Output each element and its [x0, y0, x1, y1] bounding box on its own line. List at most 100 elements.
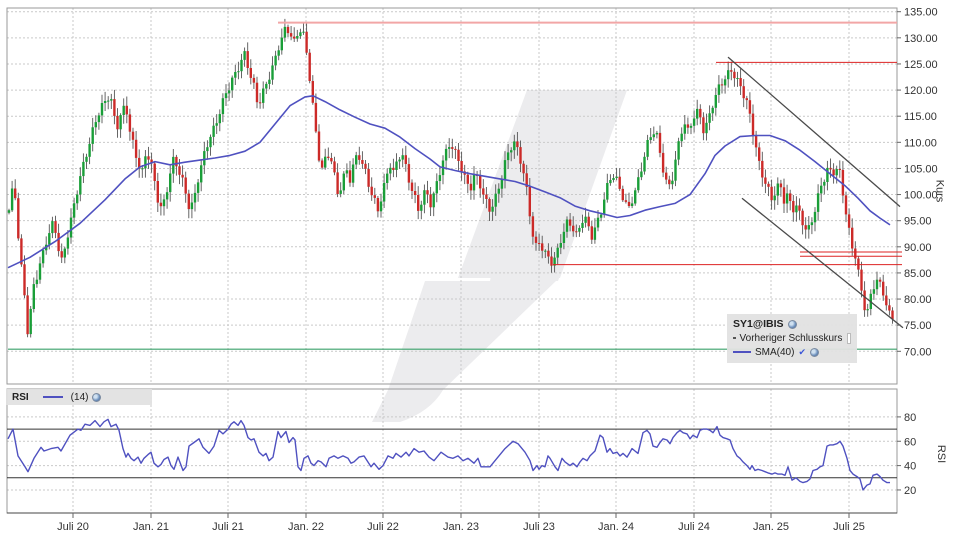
candlestick — [872, 289, 876, 294]
candlestick — [63, 248, 66, 258]
candlestick — [320, 160, 324, 168]
candlestick — [147, 156, 150, 160]
candlestick — [224, 93, 228, 99]
tick-label: 135.00 — [904, 7, 938, 19]
dashed-line-sample-icon — [733, 337, 736, 339]
candlestick — [379, 201, 383, 212]
candlestick — [714, 95, 717, 108]
candlestick — [578, 227, 581, 232]
tick-label: 130.00 — [904, 33, 938, 45]
candlestick — [317, 131, 321, 161]
candlestick — [221, 98, 225, 115]
tick-label: 90.00 — [904, 242, 932, 254]
globe-icon[interactable] — [810, 347, 819, 357]
candlestick — [534, 236, 538, 243]
rsi-legend[interactable]: RSI (14) — [6, 389, 152, 405]
candlestick — [311, 81, 314, 103]
candlestick — [816, 193, 820, 212]
candlestick — [141, 168, 144, 170]
candlestick — [258, 102, 262, 104]
candlestick — [190, 202, 194, 210]
candlestick — [652, 134, 655, 138]
candlestick — [562, 231, 566, 243]
candlestick — [854, 248, 857, 259]
candlestick — [274, 55, 277, 66]
candlestick — [29, 308, 32, 335]
candlestick — [103, 101, 107, 103]
candlestick — [178, 166, 181, 175]
candlestick — [193, 192, 197, 203]
candlestick — [519, 147, 522, 164]
tick-label: 120.00 — [904, 85, 938, 97]
candlestick — [423, 190, 426, 205]
rsi14-line[interactable] — [7, 418, 890, 491]
candlestick — [237, 71, 240, 73]
candlestick — [482, 188, 485, 195]
candlestick — [413, 191, 417, 195]
candlestick — [528, 187, 531, 217]
candlestick — [618, 176, 621, 189]
candlestick — [134, 139, 138, 158]
candlestick — [776, 183, 779, 196]
tick-label: 85.00 — [904, 268, 932, 280]
candlestick — [448, 147, 451, 149]
prevclose-checkbox[interactable] — [847, 332, 851, 344]
candlestick — [125, 105, 128, 115]
rsi-label: RSI — [12, 391, 29, 403]
downtrend-upper[interactable] — [727, 56, 901, 208]
candlestick — [299, 32, 302, 37]
candlestick — [888, 305, 891, 311]
candlestick — [761, 160, 764, 178]
candlestick — [417, 195, 420, 211]
candlestick — [212, 125, 215, 137]
downtrend-lower[interactable] — [741, 197, 904, 329]
legend-sma-row[interactable]: SMA(40) ✔ — [733, 345, 851, 359]
legend-prevclose-row[interactable]: Vorheriger Schlusskurs — [733, 331, 851, 345]
candlestick — [823, 181, 826, 186]
candlestick — [88, 143, 91, 157]
tick-label: Jan. 23 — [443, 521, 479, 533]
candlestick — [615, 176, 618, 178]
candlestick — [395, 161, 398, 170]
candlestick — [351, 164, 355, 183]
tick-label: 40 — [904, 461, 916, 473]
candlestick — [91, 127, 94, 144]
candlestick — [702, 117, 705, 134]
candlestick — [485, 194, 488, 199]
sma40-line[interactable] — [7, 95, 891, 269]
candlestick — [289, 33, 293, 37]
candlestick — [630, 203, 634, 206]
candlestick — [246, 51, 249, 68]
candlestick — [159, 202, 163, 207]
candlestick — [661, 152, 665, 173]
candlestick — [342, 173, 345, 191]
candlestick — [717, 84, 721, 95]
legend-instrument-row[interactable]: SY1@IBIS — [733, 317, 851, 331]
candlestick — [587, 216, 590, 227]
candlestick — [847, 214, 851, 228]
globe-icon[interactable] — [787, 319, 797, 329]
candlestick — [324, 156, 327, 168]
tick-label: Juli 20 — [57, 521, 89, 533]
sma-label: SMA(40) — [755, 346, 795, 358]
tick-label: Jan. 22 — [288, 521, 324, 533]
candlestick — [596, 217, 600, 228]
candlestick — [308, 52, 311, 81]
candlestick — [218, 114, 221, 124]
globe-icon[interactable] — [92, 392, 102, 402]
candlestick — [76, 194, 79, 204]
candlestick — [358, 155, 361, 160]
candlestick — [305, 31, 308, 53]
candlestick — [97, 115, 101, 123]
candlestick — [286, 26, 290, 34]
candlestick — [655, 132, 659, 135]
candlestick — [547, 250, 550, 257]
candlestick — [113, 99, 116, 116]
candlestick — [730, 70, 733, 72]
candlestick — [277, 50, 280, 56]
candlestick — [593, 227, 597, 240]
sma-check-icon[interactable]: ✔ — [798, 346, 806, 357]
candlestick — [107, 100, 110, 102]
